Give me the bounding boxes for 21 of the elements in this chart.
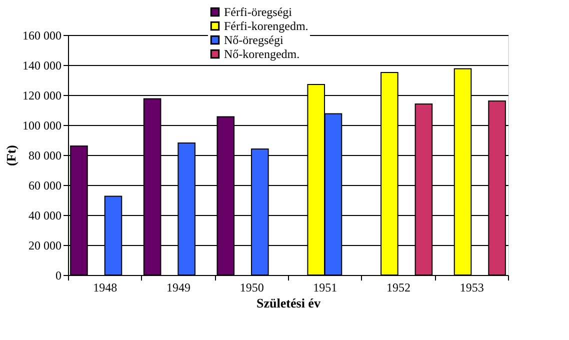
y-tick-label: 120 000 [22,88,62,102]
legend-label: Férfi-öregségi [224,5,293,19]
y-tick-label: 80 000 [28,148,62,162]
x-tick-label: 1953 [460,280,484,294]
legend-label: Férfi-korengedm. [224,19,308,33]
legend-label: Nő-korengedm. [224,47,300,61]
x-tick-label: 1948 [93,280,118,294]
y-tick-label: 60 000 [28,178,62,192]
y-axis-title: (Ft) [4,145,18,166]
x-tick-label: 1950 [240,280,264,294]
y-tick-label: 20 000 [28,238,62,252]
y-tick-label: 100 000 [22,118,62,132]
y-tick-label: 0 [56,268,62,282]
x-tick-label: 1952 [386,280,410,294]
x-tick-label: 1949 [166,280,190,294]
legend-label: Nő-öregségi [224,33,284,47]
y-tick-label: 160 000 [22,28,62,42]
y-tick-label: 140 000 [22,58,62,72]
x-axis-title: Születési év [256,296,321,310]
x-tick-label: 1951 [313,280,338,294]
y-tick-label: 40 000 [28,208,62,222]
